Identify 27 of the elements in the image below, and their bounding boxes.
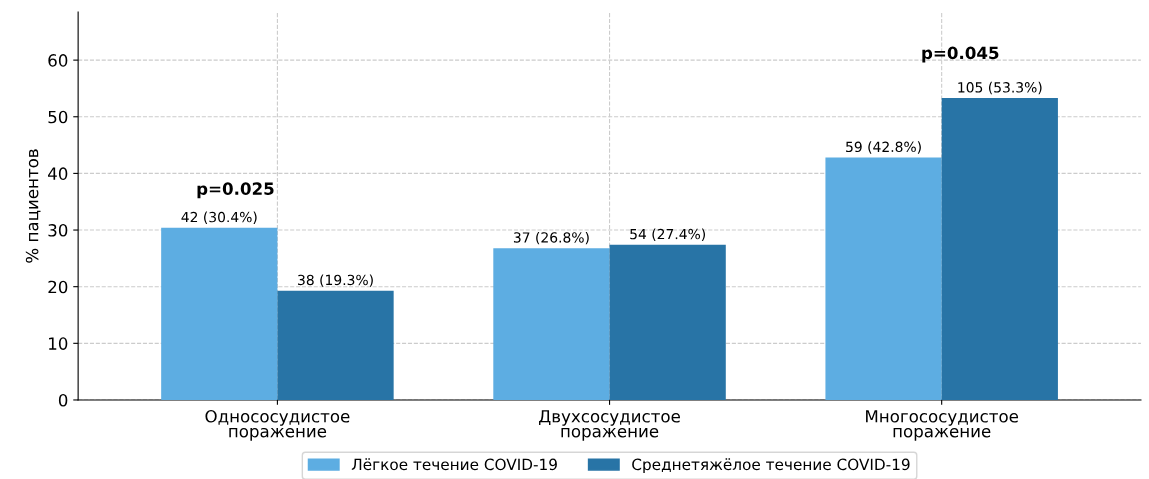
legend-label: Среднетяжёлое течение COVID-19 — [632, 458, 910, 474]
bar — [941, 98, 1058, 400]
data-label: 42 (30.4%) — [181, 211, 257, 224]
legend-label: Лёгкое течение COVID-19 — [351, 458, 557, 471]
data-label: 38 (19.3%) — [298, 274, 373, 287]
bar — [493, 248, 610, 400]
y-tick-label: 10 — [49, 337, 68, 350]
data-label: 59 (42.8%) — [846, 141, 921, 154]
annotation: p=0.025 — [197, 182, 274, 199]
y-tick-label: 20 — [48, 280, 68, 294]
bar — [609, 244, 726, 400]
bar — [825, 157, 942, 400]
data-label: 105 (53.3%) — [958, 81, 1042, 95]
y-tick-label: 30 — [48, 224, 68, 237]
y-tick-label: 40 — [48, 167, 68, 180]
x-tick-label: Многососудистое поражение — [866, 410, 1019, 441]
data-label: 37 (26.8%) — [513, 231, 589, 245]
data-label: 54 (27.4%) — [630, 228, 705, 241]
y-axis-title: % пациентов — [25, 149, 41, 263]
annotation: p=0.045 — [922, 46, 999, 63]
x-tick-label: Двухсосудистое поражение — [539, 410, 680, 441]
y-tick-label: 50 — [48, 110, 68, 124]
y-tick-label: 60 — [48, 54, 68, 67]
x-tick-label: Однососудистое поражение — [205, 409, 350, 441]
y-tick-label: 0 — [58, 393, 68, 407]
bar — [161, 227, 278, 400]
bar — [277, 290, 394, 400]
